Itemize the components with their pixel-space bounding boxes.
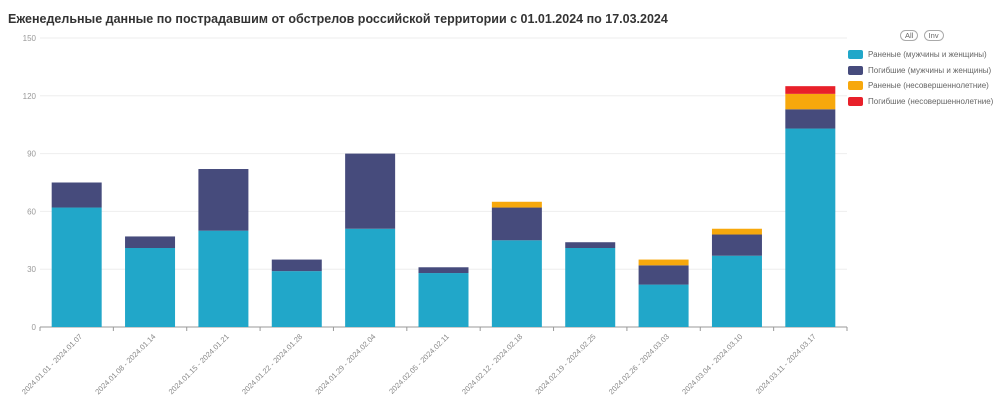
bar-segment [491, 201, 542, 208]
bar-segment [565, 248, 616, 327]
x-tick-label: 2024.01.29 - 2024.02.04 [313, 332, 377, 396]
bar-segment [785, 128, 836, 327]
bar-segment [345, 228, 396, 327]
bar-segment [785, 109, 836, 129]
legend-swatch [848, 81, 863, 91]
legend: All Inv Раненые (мужчины и женщины) Погиб… [848, 30, 993, 109]
y-tick-label: 120 [23, 92, 37, 101]
y-tick-label: 60 [27, 207, 36, 216]
legend-label: Погибшие (мужчины и женщины) [868, 65, 992, 75]
legend-swatch [848, 65, 863, 75]
bar-segment [345, 153, 396, 229]
bar-segment [491, 207, 542, 241]
legend-swatch [848, 50, 863, 60]
bar-segment [711, 255, 762, 327]
bar-segment [125, 248, 176, 327]
x-tick-label: 2024.01.22 - 2024.01.28 [240, 332, 304, 396]
y-tick-label: 90 [27, 150, 36, 159]
legend-item[interactable]: Раненые (несовершеннолетние) [848, 78, 993, 94]
x-tick-label: 2024.03.04 - 2024.03.10 [680, 332, 744, 396]
bar-segment [125, 236, 176, 249]
bar-segment [198, 230, 249, 327]
x-tick-label: 2024.02.26 - 2024.03.03 [607, 332, 671, 396]
bar-segment [785, 93, 836, 110]
legend-all-button[interactable]: All [900, 30, 919, 41]
bar-segment [638, 284, 689, 327]
legend-label: Погибшие (несовершеннолетние) [868, 96, 994, 106]
bar-segment [418, 273, 469, 327]
legend-label: Раненые (мужчины и женщины) [868, 50, 987, 60]
bar-segment [711, 234, 762, 256]
x-tick-label: 2024.02.19 - 2024.02.25 [533, 332, 597, 396]
x-tick-label: 2024.03.11 - 2024.03.17 [754, 332, 818, 396]
x-tick-label: 2024.01.08 - 2024.01.14 [93, 332, 157, 396]
legend-item[interactable]: Погибшие (несовершеннолетние) [848, 94, 993, 110]
bar-segment [51, 182, 102, 208]
legend-invert-button[interactable]: Inv [923, 30, 944, 41]
y-tick-label: 30 [27, 265, 36, 274]
bar-segment [198, 169, 249, 231]
bar-segment [271, 271, 322, 327]
bar-segment [271, 259, 322, 272]
x-tick-label: 2024.01.15 - 2024.01.21 [167, 332, 231, 396]
bar-segment [418, 267, 469, 274]
bar-segment [785, 86, 836, 94]
legend-label: Раненые (несовершеннолетние) [868, 81, 989, 91]
bar-segment [638, 265, 689, 285]
chart-title: Еженедельные данные по пострадавшим от о… [8, 12, 668, 26]
x-tick-label: 2024.02.05 - 2024.02.11 [387, 332, 451, 396]
bar-segment [51, 207, 102, 327]
bar-segment [638, 259, 689, 266]
x-tick-label: 2024.02.12 - 2024.02.18 [460, 332, 524, 396]
bar-segment [565, 242, 616, 249]
legend-item[interactable]: Раненые (мужчины и женщины) [848, 47, 993, 63]
bar-segment [491, 240, 542, 327]
bar-segment [711, 228, 762, 235]
legend-swatch [848, 96, 863, 106]
x-tick-label: 2024.01.01 - 2024.01.07 [20, 332, 84, 396]
y-tick-label: 150 [23, 34, 37, 43]
y-tick-label: 0 [32, 323, 37, 332]
legend-item[interactable]: Погибшие (мужчины и женщины) [848, 63, 993, 79]
